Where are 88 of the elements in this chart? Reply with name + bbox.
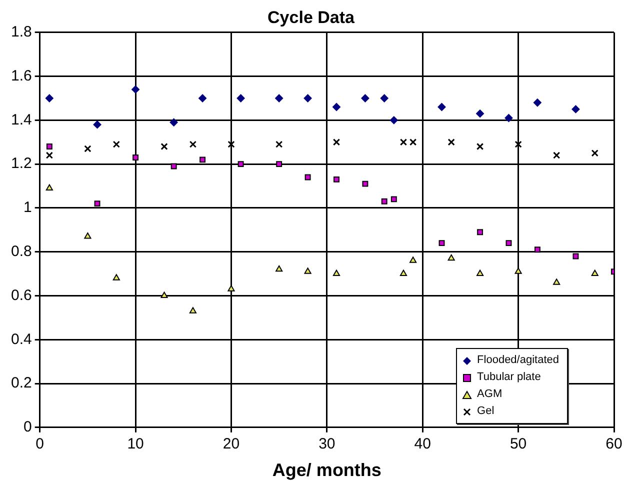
point <box>275 94 284 102</box>
point <box>572 253 579 260</box>
point <box>553 152 560 159</box>
point <box>84 145 92 152</box>
point <box>533 98 542 107</box>
point <box>476 110 484 118</box>
point <box>198 94 207 102</box>
point <box>189 307 196 314</box>
legend-label: Flooded/agitated <box>477 353 559 368</box>
x-tick-label: 20 <box>222 436 240 453</box>
y-tick-label: 1.6 <box>10 67 32 84</box>
point <box>591 150 598 157</box>
x-tick-label: 40 <box>414 436 431 453</box>
point <box>380 94 388 102</box>
x-tick-label: 50 <box>510 436 527 453</box>
x-axis-title: Age/ months <box>272 460 382 480</box>
point <box>438 103 446 112</box>
point <box>46 184 53 190</box>
x-tick-label: 10 <box>127 436 144 453</box>
point <box>276 265 283 272</box>
point <box>390 116 398 124</box>
legend-label: Gel <box>477 404 494 419</box>
point <box>448 138 455 146</box>
y-tick-label: 1.8 <box>10 24 32 41</box>
point <box>189 140 197 148</box>
point <box>228 140 235 148</box>
point <box>572 105 580 114</box>
point <box>304 268 312 274</box>
point <box>304 94 312 102</box>
point <box>276 161 282 168</box>
point <box>160 142 168 150</box>
point <box>332 270 340 276</box>
y-tick-label: 0.6 <box>10 286 32 304</box>
point <box>381 198 388 204</box>
y-tick-label: 1 <box>24 199 32 216</box>
y-tick-label: 0.2 <box>10 374 32 392</box>
point <box>553 278 560 285</box>
point <box>362 180 368 187</box>
point <box>132 154 139 160</box>
chart-title: Cycle Data <box>268 8 356 27</box>
point <box>477 229 484 236</box>
point <box>506 240 512 246</box>
point <box>514 140 522 148</box>
y-tick-label: 0.4 <box>10 330 32 348</box>
point <box>534 246 540 253</box>
point <box>410 256 417 263</box>
point <box>448 254 455 261</box>
legend-label: AGM <box>477 387 502 402</box>
point <box>94 200 100 207</box>
point <box>438 240 445 246</box>
x-tick-label: 30 <box>318 436 336 453</box>
point <box>200 156 206 163</box>
point <box>112 274 120 280</box>
point <box>304 174 311 180</box>
point <box>93 120 102 129</box>
point <box>332 103 340 112</box>
point <box>334 176 340 182</box>
point <box>276 140 283 148</box>
y-tick-label: 0.8 <box>10 242 32 260</box>
point <box>45 94 54 102</box>
point <box>228 285 235 292</box>
point <box>238 161 244 168</box>
x-tick-label: 60 <box>606 436 622 453</box>
point <box>400 270 408 276</box>
point <box>132 85 140 94</box>
x-tick-label: 0 <box>36 436 44 453</box>
point <box>46 144 52 150</box>
point <box>46 152 53 159</box>
point <box>112 140 120 148</box>
point <box>514 268 522 274</box>
legend-label: Tubular plate <box>477 370 541 385</box>
point <box>409 138 417 146</box>
point <box>476 142 484 150</box>
point <box>170 118 178 126</box>
point <box>160 292 168 298</box>
point <box>400 138 408 146</box>
y-tick-label: 1.4 <box>10 111 32 128</box>
point <box>361 94 370 102</box>
point <box>84 232 92 239</box>
y-tick-label: 0 <box>24 418 32 436</box>
y-tick-label: 1.2 <box>10 155 32 172</box>
point <box>476 270 484 276</box>
point <box>170 163 177 170</box>
point <box>591 270 598 276</box>
point <box>332 138 340 146</box>
point <box>504 114 513 122</box>
point <box>390 196 397 202</box>
point <box>236 94 245 102</box>
